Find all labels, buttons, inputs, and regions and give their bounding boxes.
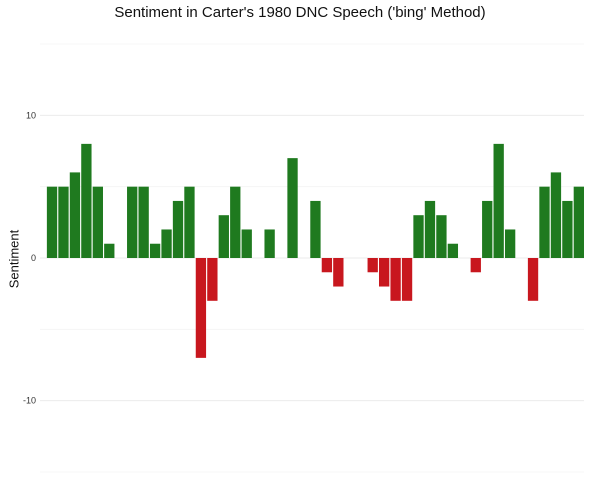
bar-positive (172, 200, 184, 258)
bar-negative (379, 258, 390, 287)
bar-positive (161, 229, 172, 258)
bar-positive (287, 158, 298, 258)
bar-positive (218, 215, 229, 258)
y-tick-label: 10 (26, 110, 36, 120)
y-tick-label: -10 (23, 396, 36, 406)
bar-positive (104, 243, 115, 258)
chart-title: Sentiment in Carter's 1980 DNC Speech ('… (114, 4, 486, 21)
bar-negative (470, 258, 481, 273)
bar-positive (504, 229, 516, 258)
bar-positive (69, 172, 81, 258)
bar-positive (436, 215, 447, 258)
bar-negative (367, 258, 378, 273)
bar-positive (184, 186, 195, 258)
bar-positive (241, 229, 252, 258)
bar-positive (58, 186, 69, 258)
bar-positive (81, 143, 92, 258)
bar-negative (195, 258, 207, 358)
bar-positive (149, 243, 161, 258)
y-tick-label: 0 (31, 253, 36, 263)
bar-positive (230, 186, 241, 258)
bar-positive (264, 229, 275, 258)
bar-negative (333, 258, 344, 287)
bar-positive (413, 215, 424, 258)
bar-positive (447, 243, 459, 258)
bar-positive (127, 186, 138, 258)
bar-positive (424, 200, 436, 258)
bar-positive (573, 186, 584, 258)
bar-positive (482, 200, 493, 258)
bar-negative (390, 258, 401, 301)
bar-positive (539, 186, 550, 258)
bar-positive (562, 200, 573, 258)
bar-positive (92, 186, 103, 258)
bar-negative (207, 258, 218, 301)
bar-negative (401, 258, 413, 301)
bar-positive (46, 186, 58, 258)
bar-positive (550, 172, 562, 258)
bar-positive (493, 143, 504, 258)
bar-negative (321, 258, 333, 273)
bar-negative (527, 258, 539, 301)
bar-positive (310, 200, 321, 258)
y-tick-labels: -10 0 10 (23, 110, 36, 405)
bars (46, 143, 584, 358)
bar-positive (138, 186, 149, 258)
